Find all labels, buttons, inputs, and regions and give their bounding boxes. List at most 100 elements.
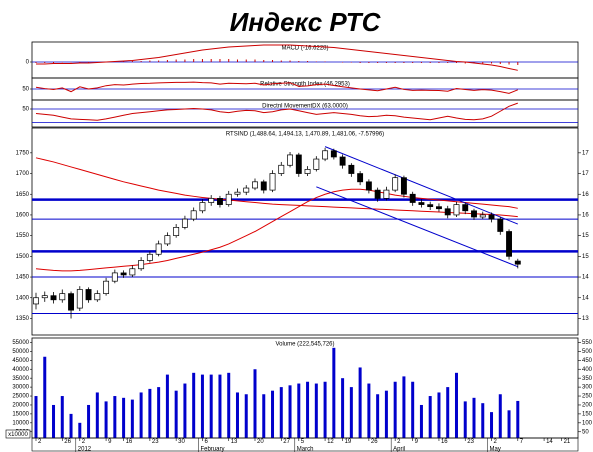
volume-bar (244, 394, 248, 438)
volume-bar (174, 390, 178, 438)
candle-body (479, 214, 486, 218)
volume-bar (87, 404, 91, 438)
y-tick-label: 35000 (12, 376, 29, 382)
candle-body (357, 173, 364, 183)
candle-body (322, 150, 329, 160)
candle-body (50, 295, 57, 301)
candle-body (146, 253, 153, 261)
candle-body (68, 293, 74, 311)
candle-body (164, 235, 171, 245)
month-label: March (297, 447, 314, 452)
y-tick-label: 1750 (16, 150, 30, 156)
candle-body (418, 202, 425, 205)
volume-bar (507, 410, 511, 438)
x-tick-label: 5 (301, 439, 305, 445)
candle-body (278, 164, 285, 174)
y2-tick-label: 400 (582, 367, 593, 373)
macd-line (36, 44, 518, 71)
y-tick-label: 1450 (16, 275, 30, 281)
volume-bar (183, 383, 187, 438)
price-band (35, 157, 518, 218)
volume-bar (165, 374, 169, 438)
trend-line (316, 186, 518, 268)
candle-body (383, 189, 390, 199)
volume-unit: x10000 (8, 432, 28, 438)
month-label: 2012 (78, 447, 92, 452)
y-tick-label: 50 (22, 87, 29, 93)
panel-label: Volume (222,545,726) (275, 342, 334, 348)
volume-bar (358, 367, 362, 438)
y2-tick-label: 17 (582, 171, 589, 177)
volume-bar (454, 372, 458, 438)
x-tick-label: 27 (283, 439, 290, 445)
x-tick-label: 26 (64, 439, 71, 445)
y2-tick-label: 250 (582, 394, 593, 400)
candle-body (295, 154, 302, 174)
panel-frame (31, 127, 579, 336)
y-tick-label: 40000 (12, 367, 29, 373)
candle-body (217, 198, 223, 205)
y-tick-label: 1350 (16, 316, 30, 322)
candle-body (181, 218, 188, 228)
volume-bar (218, 374, 222, 438)
x-tick-label: 26 (371, 439, 378, 445)
x-tick-label: 7 (520, 439, 524, 445)
x-tick-label: 30 (178, 439, 185, 445)
volume-bar (122, 397, 126, 438)
volume-bar (130, 399, 134, 438)
candle-body (260, 181, 267, 191)
x-tick-label: 23 (467, 439, 474, 445)
candle-body (76, 289, 83, 309)
panel-frame (31, 99, 579, 128)
trend-line (324, 146, 518, 225)
y-tick-label: 45000 (12, 358, 29, 364)
candle-body (225, 193, 232, 205)
panel-label: Relative Strength Index (46.2953) (260, 82, 350, 88)
y-tick-label: 1650 (16, 192, 30, 198)
candle-body (497, 218, 504, 232)
volume-bar (481, 403, 485, 438)
panel-label: MACD (-16.6228) (281, 46, 328, 52)
candle-body (243, 187, 250, 193)
volume-bar (393, 381, 397, 438)
y-tick-label: 30000 (12, 385, 29, 391)
volume-unit-box (5, 429, 31, 439)
volume-bar (60, 396, 64, 438)
month-label: February (200, 447, 224, 452)
candle-body (155, 243, 162, 255)
candle-body (514, 260, 521, 265)
panel-label: RTSIND (1,488.64, 1,494.13, 1,470.89, 1,… (226, 132, 384, 138)
volume-bar (402, 376, 406, 438)
candle-body (120, 272, 127, 276)
candle-body (199, 202, 206, 212)
candle-body (400, 177, 407, 195)
candle-body (103, 280, 110, 294)
y2-tick-label: 350 (582, 376, 593, 382)
x-tick-label: 14 (546, 439, 553, 445)
dmi-line (35, 102, 518, 121)
volume-bar (516, 400, 520, 438)
candle-body (304, 169, 311, 174)
candle-body (208, 198, 215, 203)
y2-tick-label: 15 (582, 254, 589, 260)
candle-body (269, 173, 276, 191)
volume-bar (306, 381, 310, 438)
candle-body (111, 272, 118, 282)
y2-tick-label: 17 (582, 150, 589, 156)
candle-body (287, 154, 293, 166)
volume-bar (192, 372, 196, 438)
y-tick-label: 1600 (16, 213, 30, 219)
y-tick-label: 50000 (12, 349, 29, 355)
volume-bar (253, 369, 257, 438)
y2-tick-label: 14 (582, 275, 589, 281)
volume-bar (43, 356, 47, 438)
candle-body (129, 268, 136, 276)
y-tick-label: 50 (22, 107, 29, 113)
month-label: May (490, 447, 501, 452)
volume-bar (148, 388, 152, 438)
y2-tick-label: 150 (582, 411, 593, 417)
price-band (35, 188, 518, 272)
volume-bar (367, 383, 371, 438)
volume-bar (411, 381, 415, 438)
x-tick-label: 2 (82, 439, 86, 445)
